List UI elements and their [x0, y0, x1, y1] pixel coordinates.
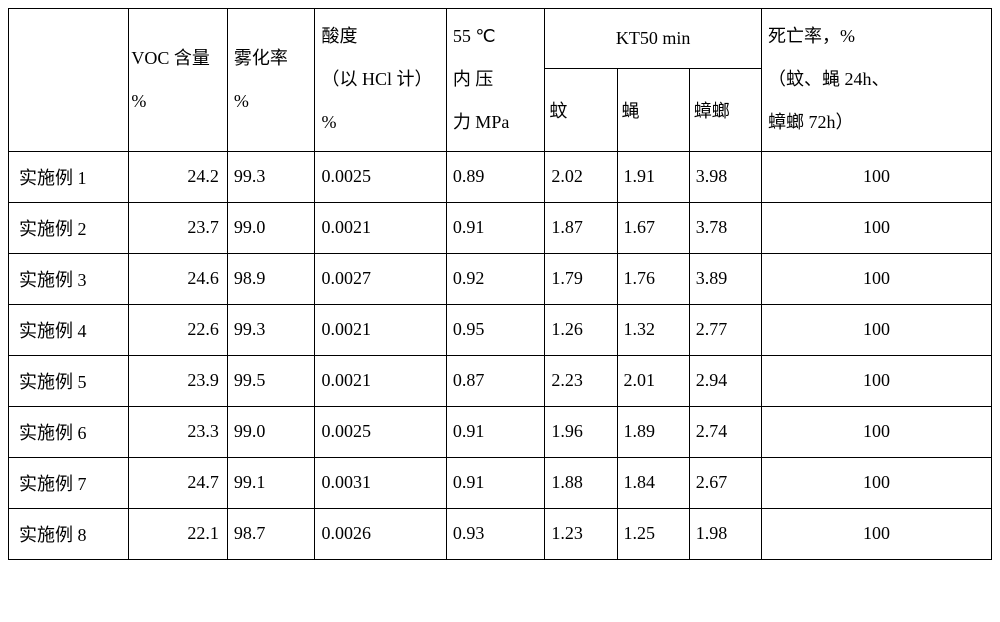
- cell-pressure: 0.87: [446, 355, 545, 406]
- cell-acidity: 0.0031: [315, 457, 446, 508]
- table-row: 实施例 623.399.00.00250.911.961.892.74100: [9, 406, 992, 457]
- cell-mortality: 100: [762, 202, 992, 253]
- cell-pressure: 0.89: [446, 151, 545, 202]
- cell-kt50-zhanglang: 2.77: [689, 304, 761, 355]
- cell-voc: 24.2: [129, 151, 228, 202]
- table-row: 实施例 822.198.70.00260.931.231.251.98100: [9, 508, 992, 559]
- cell-kt50-ying: 2.01: [617, 355, 689, 406]
- cell-pressure: 0.91: [446, 406, 545, 457]
- cell-kt50-zhanglang: 1.98: [689, 508, 761, 559]
- table-row: 实施例 124.299.30.00250.892.021.913.98100: [9, 151, 992, 202]
- cell-voc: 24.7: [129, 457, 228, 508]
- cell-kt50-ying: 1.32: [617, 304, 689, 355]
- cell-label: 实施例 6: [9, 406, 129, 457]
- cell-voc: 24.6: [129, 253, 228, 304]
- cell-voc: 23.3: [129, 406, 228, 457]
- cell-kt50-ying: 1.91: [617, 151, 689, 202]
- cell-kt50-zhanglang: 3.98: [689, 151, 761, 202]
- cell-pressure: 0.91: [446, 202, 545, 253]
- cell-voc: 22.1: [129, 508, 228, 559]
- cell-label: 实施例 8: [9, 508, 129, 559]
- cell-pressure: 0.93: [446, 508, 545, 559]
- cell-acidity: 0.0021: [315, 202, 446, 253]
- cell-pressure: 0.91: [446, 457, 545, 508]
- col-kt50-ying: 蝇: [617, 68, 689, 151]
- cell-wuhua: 99.0: [227, 406, 315, 457]
- cell-label: 实施例 5: [9, 355, 129, 406]
- cell-wuhua: 99.3: [227, 304, 315, 355]
- cell-kt50-wen: 1.79: [545, 253, 617, 304]
- cell-mortality: 100: [762, 406, 992, 457]
- col-wuhua: 雾化率 %: [227, 9, 315, 152]
- table-row: 实施例 523.999.50.00210.872.232.012.94100: [9, 355, 992, 406]
- cell-wuhua: 99.5: [227, 355, 315, 406]
- table-row: 实施例 324.698.90.00270.921.791.763.89100: [9, 253, 992, 304]
- cell-mortality: 100: [762, 304, 992, 355]
- cell-acidity: 0.0027: [315, 253, 446, 304]
- data-table: VOC 含量 % 雾化率 % 酸度 （以 HCl 计） % 55 ℃ 内 压 力…: [8, 8, 992, 560]
- col-acidity: 酸度 （以 HCl 计） %: [315, 9, 446, 152]
- cell-label: 实施例 3: [9, 253, 129, 304]
- cell-kt50-wen: 1.96: [545, 406, 617, 457]
- cell-kt50-ying: 1.76: [617, 253, 689, 304]
- cell-kt50-zhanglang: 3.78: [689, 202, 761, 253]
- cell-kt50-ying: 1.67: [617, 202, 689, 253]
- cell-wuhua: 99.1: [227, 457, 315, 508]
- col-blank: [9, 9, 129, 152]
- cell-kt50-wen: 2.02: [545, 151, 617, 202]
- cell-kt50-ying: 1.25: [617, 508, 689, 559]
- header-row-1: VOC 含量 % 雾化率 % 酸度 （以 HCl 计） % 55 ℃ 内 压 力…: [9, 9, 992, 69]
- cell-mortality: 100: [762, 151, 992, 202]
- cell-kt50-ying: 1.89: [617, 406, 689, 457]
- cell-kt50-ying: 1.84: [617, 457, 689, 508]
- col-kt50-wen: 蚊: [545, 68, 617, 151]
- cell-mortality: 100: [762, 457, 992, 508]
- col-mortality: 死亡率，% （蚊、蝇 24h、 蟑螂 72h）: [762, 9, 992, 152]
- cell-kt50-zhanglang: 2.94: [689, 355, 761, 406]
- cell-voc: 23.9: [129, 355, 228, 406]
- cell-label: 实施例 4: [9, 304, 129, 355]
- cell-label: 实施例 2: [9, 202, 129, 253]
- cell-kt50-zhanglang: 3.89: [689, 253, 761, 304]
- cell-acidity: 0.0025: [315, 151, 446, 202]
- col-pressure: 55 ℃ 内 压 力 MPa: [446, 9, 545, 152]
- cell-kt50-wen: 1.88: [545, 457, 617, 508]
- table-body: 实施例 124.299.30.00250.892.021.913.98100实施…: [9, 151, 992, 559]
- cell-mortality: 100: [762, 355, 992, 406]
- table-row: 实施例 724.799.10.00310.911.881.842.67100: [9, 457, 992, 508]
- cell-pressure: 0.95: [446, 304, 545, 355]
- cell-wuhua: 98.7: [227, 508, 315, 559]
- col-kt50-zhanglang: 蟑螂: [689, 68, 761, 151]
- cell-wuhua: 98.9: [227, 253, 315, 304]
- cell-voc: 23.7: [129, 202, 228, 253]
- cell-voc: 22.6: [129, 304, 228, 355]
- cell-mortality: 100: [762, 253, 992, 304]
- cell-label: 实施例 7: [9, 457, 129, 508]
- cell-acidity: 0.0025: [315, 406, 446, 457]
- cell-kt50-zhanglang: 2.67: [689, 457, 761, 508]
- cell-mortality: 100: [762, 508, 992, 559]
- cell-acidity: 0.0021: [315, 304, 446, 355]
- cell-acidity: 0.0021: [315, 355, 446, 406]
- cell-kt50-zhanglang: 2.74: [689, 406, 761, 457]
- cell-kt50-wen: 1.23: [545, 508, 617, 559]
- table-head: VOC 含量 % 雾化率 % 酸度 （以 HCl 计） % 55 ℃ 内 压 力…: [9, 9, 992, 152]
- cell-pressure: 0.92: [446, 253, 545, 304]
- cell-wuhua: 99.0: [227, 202, 315, 253]
- table-row: 实施例 422.699.30.00210.951.261.322.77100: [9, 304, 992, 355]
- cell-kt50-wen: 1.87: [545, 202, 617, 253]
- cell-wuhua: 99.3: [227, 151, 315, 202]
- cell-kt50-wen: 1.26: [545, 304, 617, 355]
- cell-label: 实施例 1: [9, 151, 129, 202]
- table-row: 实施例 223.799.00.00210.911.871.673.78100: [9, 202, 992, 253]
- cell-kt50-wen: 2.23: [545, 355, 617, 406]
- cell-acidity: 0.0026: [315, 508, 446, 559]
- col-kt50-group: KT50 min: [545, 9, 762, 69]
- col-voc: VOC 含量 %: [129, 9, 228, 152]
